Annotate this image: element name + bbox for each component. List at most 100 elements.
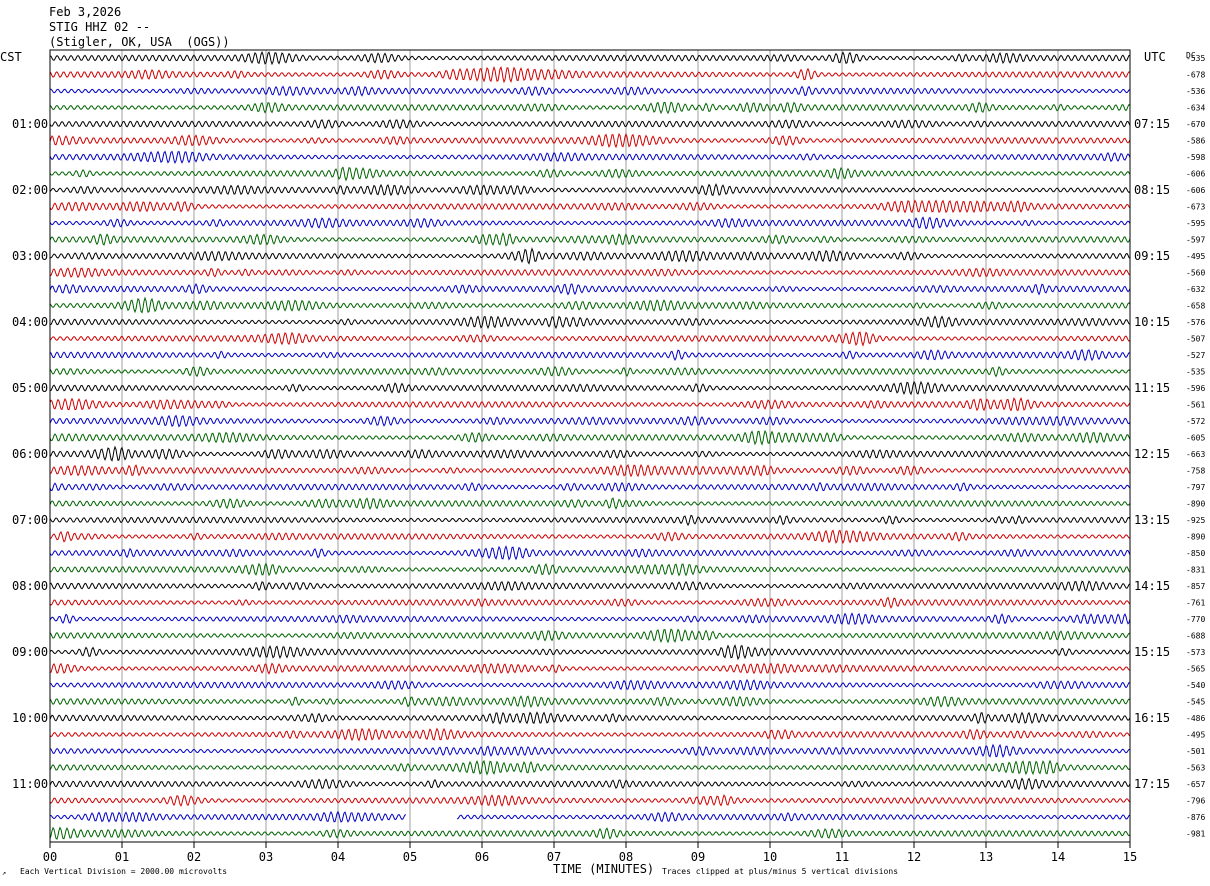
dc-offset-label: -536 [1186, 87, 1205, 96]
dc-offset-label: -596 [1186, 384, 1205, 393]
dc-offset-label: -495 [1186, 731, 1205, 740]
dc-offset-label: -561 [1186, 401, 1205, 410]
trace-row [49, 580, 1131, 592]
trace-row [49, 247, 1131, 265]
trace-row [49, 118, 1131, 130]
right-timezone-label: UTC [1144, 50, 1166, 64]
dc-offset-label: -535 [1186, 368, 1205, 377]
x-tick-label: 09 [691, 850, 705, 864]
trace-row [49, 166, 1131, 182]
dc-offset-label: -857 [1186, 582, 1205, 591]
cst-hour-label: 02:00 [12, 183, 48, 197]
dc-offset-label: -606 [1186, 186, 1205, 195]
trace-row [49, 612, 1131, 626]
trace-row [49, 267, 1131, 279]
trace-row [49, 529, 1131, 545]
trace-row [49, 727, 1131, 742]
dc-offset-label: -670 [1186, 120, 1205, 129]
x-tick-label: 12 [907, 850, 921, 864]
trace-row [49, 101, 1131, 115]
dc-offset-label: -831 [1186, 566, 1205, 575]
trace-row [49, 562, 1131, 577]
scale-note: Each Vertical Division = 2000.00 microvo… [20, 867, 228, 876]
left-timezone-label: CST [0, 50, 22, 64]
trace-row [49, 348, 1131, 362]
trace-row [49, 644, 1131, 661]
utc-hour-label: 10:15 [1134, 315, 1170, 329]
cst-hour-label: 06:00 [12, 447, 48, 461]
station-code: STIG HHZ 02 -- [49, 20, 151, 34]
station-location: (Stigler, OK, USA (OGS)) [49, 35, 230, 49]
dc-offset-label: -598 [1186, 153, 1205, 162]
trace-row [49, 380, 1131, 396]
dc-offset-label: -560 [1186, 269, 1205, 278]
utc-hour-label: 11:15 [1134, 381, 1170, 395]
trace-row [49, 216, 1131, 230]
x-tick-label: 07 [547, 850, 561, 864]
dc-offset-label: -673 [1186, 203, 1205, 212]
utc-hour-label: 12:15 [1134, 447, 1170, 461]
dc-offset-label: -632 [1186, 285, 1205, 294]
dc-offset-label: -495 [1186, 252, 1205, 261]
x-tick-label: 03 [259, 850, 273, 864]
dc-offset-label: -565 [1186, 665, 1205, 674]
dc-offset-label: -535 [1186, 54, 1205, 63]
dc-offset-label: -572 [1186, 417, 1205, 426]
corner-mark: ↗ [2, 869, 7, 877]
dc-offset-label: -540 [1186, 681, 1205, 690]
trace-row [49, 481, 1131, 492]
trace-row [49, 678, 1131, 691]
x-tick-label: 10 [763, 850, 777, 864]
trace-row [49, 315, 1131, 330]
trace-row [49, 331, 1131, 347]
utc-hour-label: 13:15 [1134, 513, 1170, 527]
trace-row [49, 283, 1131, 296]
dc-offset-label: -890 [1186, 533, 1205, 542]
trace-row [49, 397, 1131, 412]
dc-offset-label: -981 [1186, 830, 1205, 839]
utc-hour-label: 15:15 [1134, 645, 1170, 659]
cst-hour-label: 08:00 [12, 579, 48, 593]
x-tick-label: 14 [1051, 850, 1065, 864]
trace-row [49, 810, 1131, 823]
seismic-traces [49, 50, 1131, 840]
cst-hour-label: 04:00 [12, 315, 48, 329]
x-axis-title: TIME (MINUTES) [553, 862, 655, 876]
dc-offset-label: -876 [1186, 813, 1205, 822]
dc-offset-label: -758 [1186, 467, 1205, 476]
x-tick-label: 08 [619, 850, 633, 864]
trace-row [49, 662, 1131, 675]
clip-note: Traces clipped at plus/minus 5 vertical … [662, 867, 899, 876]
minute-gridlines [121, 50, 1059, 842]
trace-row [49, 445, 1131, 462]
trace-row [49, 150, 1131, 164]
utc-hour-label: 17:15 [1134, 777, 1170, 791]
dc-offset-label: -634 [1186, 104, 1205, 113]
utc-hour-label: 14:15 [1134, 579, 1170, 593]
x-tick-label: 00 [43, 850, 57, 864]
trace-row [49, 85, 1131, 97]
dc-offset-label: -925 [1186, 516, 1205, 525]
trace-row [49, 296, 1131, 314]
dc-offset-label: -605 [1186, 434, 1205, 443]
trace-row [49, 777, 1131, 791]
dc-offset-label: -576 [1186, 318, 1205, 327]
trace-row [49, 514, 1131, 527]
dc-offset-label: -501 [1186, 747, 1205, 756]
trace-row [49, 199, 1131, 214]
x-tick-label: 11 [835, 850, 849, 864]
dc-offset-label: -486 [1186, 714, 1205, 723]
dc-offset-label: -688 [1186, 632, 1205, 641]
x-tick-label: 05 [403, 850, 417, 864]
trace-row [49, 759, 1131, 776]
trace-row [49, 414, 1131, 428]
cst-hour-label: 09:00 [12, 645, 48, 659]
dc-offset-label: -563 [1186, 764, 1205, 773]
trace-row [49, 50, 1131, 66]
dc-offset-label: -663 [1186, 450, 1205, 459]
axis-labels: 00 01 02 03 04 05 06 07 08 09 10 11 12 13 14 15 -535 -678… [12, 54, 1205, 864]
trace-row [49, 695, 1131, 708]
trace-row [49, 463, 1131, 478]
trace-row [49, 545, 1131, 561]
trace-row [49, 497, 1131, 510]
